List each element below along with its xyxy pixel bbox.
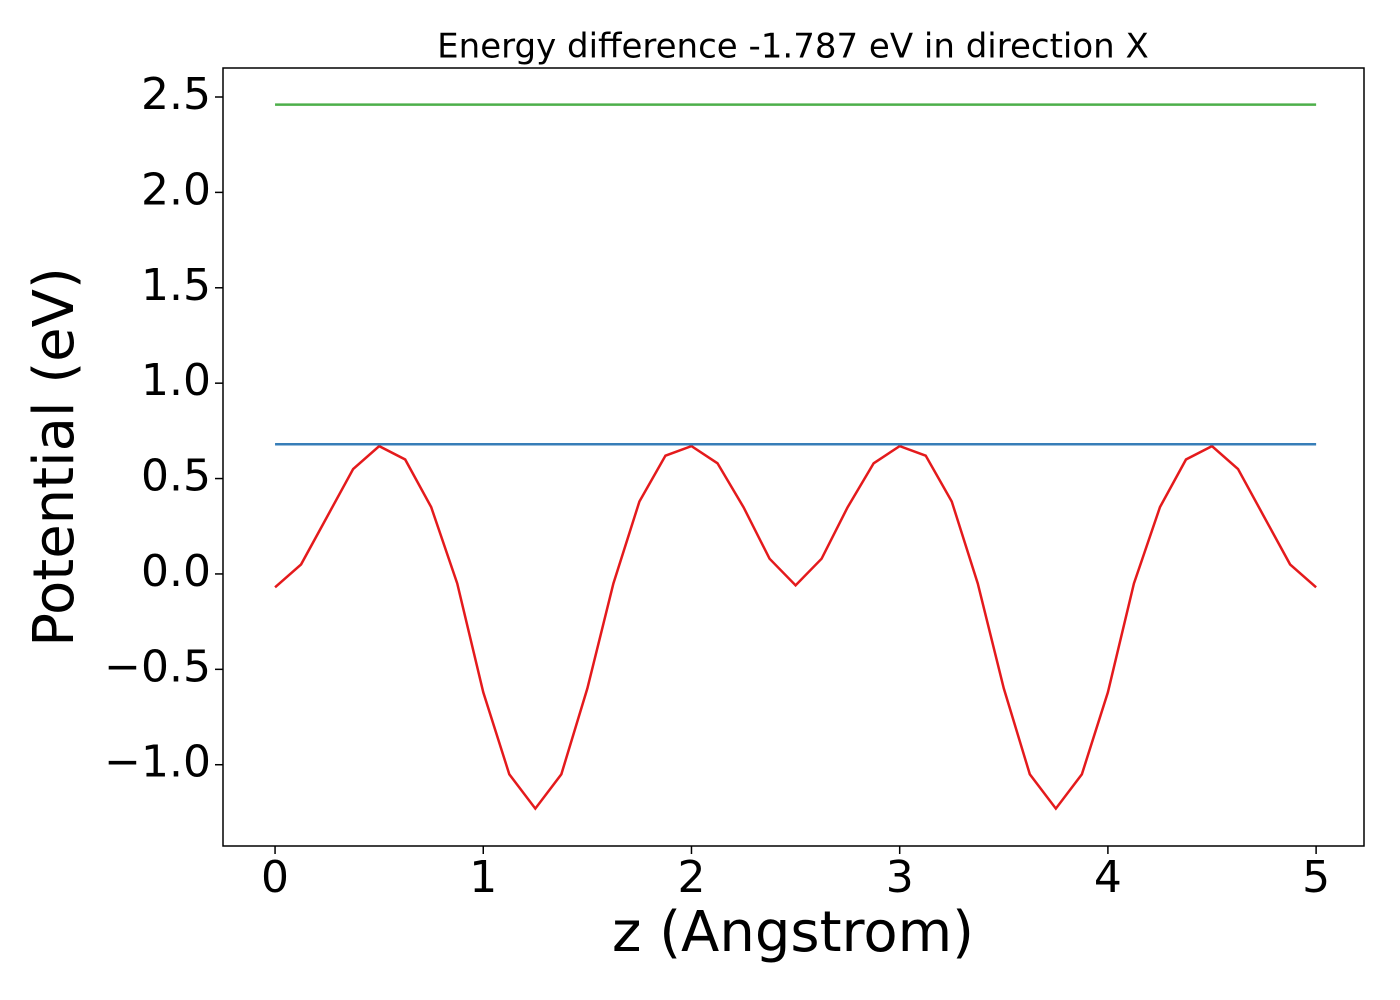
y-tick-label: 2.0 xyxy=(141,164,211,215)
y-axis-label: Potential (eV) xyxy=(22,267,87,647)
y-tick-label: −0.5 xyxy=(104,641,211,692)
x-tick-label: 0 xyxy=(261,852,289,903)
y-tick-label: 1.5 xyxy=(141,260,211,311)
x-tick-label: 2 xyxy=(677,852,705,903)
plot-frame xyxy=(222,67,1365,847)
y-tick-label: 2.5 xyxy=(141,69,211,120)
x-tick-label: 1 xyxy=(469,852,497,903)
y-tick-label: 0.0 xyxy=(141,546,211,597)
x-tick-label: 5 xyxy=(1302,852,1330,903)
chart-title: Energy difference -1.787 eV in direction… xyxy=(437,27,1149,67)
x-tick-label: 3 xyxy=(886,852,914,903)
x-tick-label: 4 xyxy=(1094,852,1122,903)
x-axis-label: z (Angstrom) xyxy=(612,900,974,965)
line-series xyxy=(274,444,1317,811)
y-tick-label: −1.0 xyxy=(104,737,211,788)
y-tick-label: 1.0 xyxy=(141,355,211,406)
y-tick-label: 0.5 xyxy=(141,451,211,502)
